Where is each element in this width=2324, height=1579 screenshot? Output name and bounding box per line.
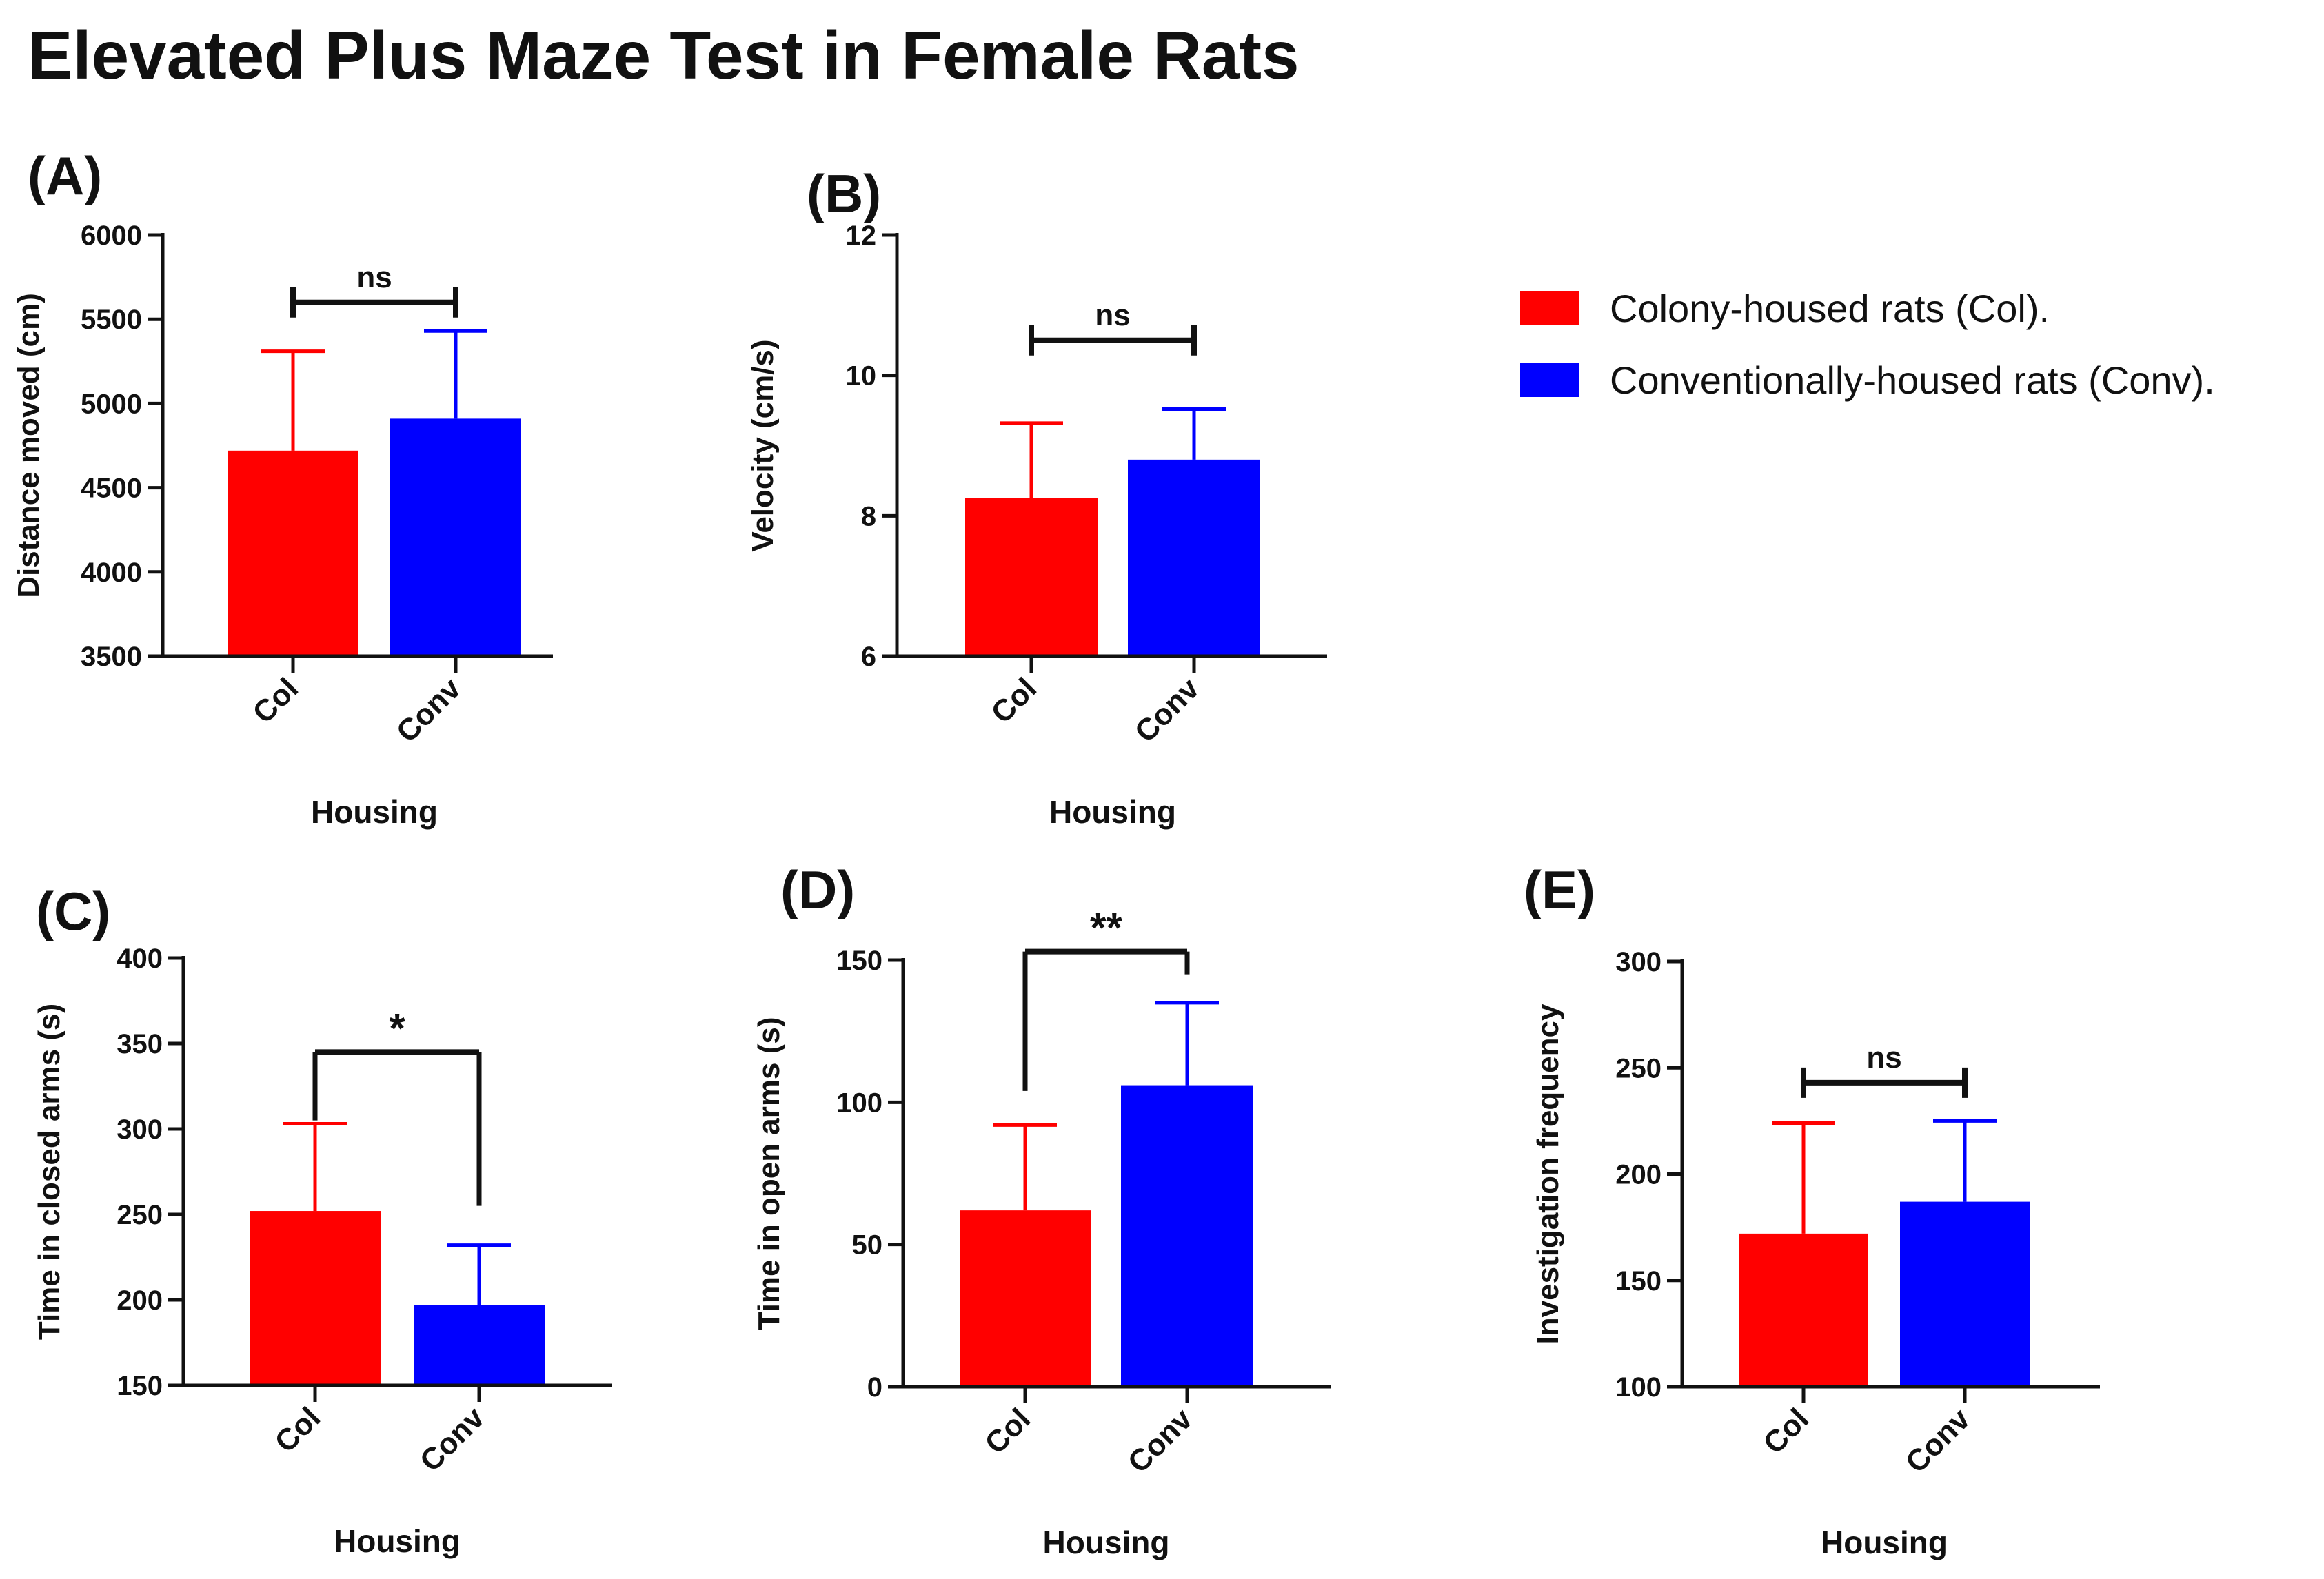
bar-col <box>250 1211 381 1385</box>
sig-label: ns <box>1866 1041 1901 1074</box>
chart-panel-4: (D) 0 50 100 150 Col Conv Housing Time in open a… <box>752 859 1331 1560</box>
y-tick-label: 300 <box>117 1114 163 1145</box>
sig-label: * <box>389 1005 405 1051</box>
bar-conv <box>1900 1201 2030 1387</box>
y-tick-label: 150 <box>1615 1266 1661 1296</box>
sig-label: ns <box>1095 298 1130 332</box>
x-axis-title: Housing <box>1043 1525 1170 1560</box>
x-tick-label-conv: Conv <box>414 1400 492 1478</box>
sig-label: ns <box>356 261 392 294</box>
y-tick-label: 50 <box>852 1230 883 1261</box>
y-tick-label: 250 <box>1615 1053 1661 1083</box>
y-tick-label: 10 <box>846 361 877 391</box>
legend-swatch-conv <box>1520 363 1579 397</box>
x-tick-label-col: Col <box>1757 1402 1815 1460</box>
panel-label: (C) <box>36 881 110 941</box>
x-tick-label-conv: Conv <box>1122 1402 1200 1480</box>
panel-label: (D) <box>780 859 855 920</box>
y-tick-label: 400 <box>117 944 163 974</box>
chart-panel-3: (C) 150 200 250 300 350 400 Col Conv Housing Time … <box>32 881 612 1559</box>
y-tick-label: 100 <box>1615 1372 1661 1403</box>
bar-conv <box>1128 459 1260 656</box>
y-tick-label: 8 <box>861 501 876 531</box>
legend-item-col: Colony-housed rats (Col). <box>1520 272 2215 344</box>
y-tick-label: 200 <box>1615 1160 1661 1190</box>
y-tick-label: 150 <box>836 946 882 976</box>
x-axis-title: Housing <box>311 794 438 830</box>
bar-col <box>960 1210 1091 1387</box>
legend-label-conv: Conventionally-housed rats (Conv). <box>1610 358 2215 402</box>
y-axis-title: Time in closed arms (s) <box>32 1004 66 1340</box>
x-tick-label-conv: Conv <box>390 671 468 749</box>
panel-label: (A) <box>28 145 102 206</box>
y-tick-label: 200 <box>117 1285 163 1316</box>
x-axis-title: Housing <box>334 1523 461 1559</box>
y-tick-label: 6 <box>861 642 876 672</box>
chart-panel-1: (A) 3500 4000 4500 5000 5500 6000 Col Conv Housin… <box>12 145 553 830</box>
chart-panel-5: (E) 100 150 200 250 300 Col Conv Housing Investig… <box>1524 859 2100 1560</box>
bar-col <box>1739 1233 1868 1387</box>
chart-panel-2: (B) 6 8 10 12 Col Conv Housing Velocity (cm/s) ns <box>746 163 1327 830</box>
x-axis-title: Housing <box>1821 1525 1948 1560</box>
y-tick-label: 5500 <box>81 305 142 335</box>
bar-col <box>965 498 1098 656</box>
x-tick-label-conv: Conv <box>1129 671 1206 749</box>
y-axis-title: Time in open arms (s) <box>752 1017 786 1330</box>
y-tick-label: 3500 <box>81 642 142 672</box>
y-axis-title: Investigation frequency <box>1531 1004 1565 1344</box>
sig-label: ** <box>1090 905 1122 951</box>
x-tick-label-col: Col <box>268 1400 327 1459</box>
bar-col <box>228 450 358 656</box>
x-tick-label-conv: Conv <box>1899 1402 1977 1480</box>
legend-label-col: Colony-housed rats (Col). <box>1610 286 2050 330</box>
x-tick-label-col: Col <box>246 671 305 730</box>
y-axis-title: Velocity (cm/s) <box>746 339 780 551</box>
panel-label: (E) <box>1524 859 1595 920</box>
legend-item-conv: Conventionally-housed rats (Conv). <box>1520 344 2215 416</box>
y-tick-label: 4500 <box>81 473 142 504</box>
legend: Colony-housed rats (Col). Conventionally… <box>1520 272 2215 416</box>
bar-conv <box>390 418 521 656</box>
y-tick-label: 300 <box>1615 947 1661 977</box>
y-tick-label: 250 <box>117 1200 163 1230</box>
y-axis-title: Distance moved (cm) <box>12 293 46 598</box>
panel-label: (B) <box>807 163 881 224</box>
y-tick-label: 350 <box>117 1029 163 1059</box>
y-tick-label: 5000 <box>81 389 142 419</box>
x-tick-label-col: Col <box>984 671 1043 730</box>
y-tick-label: 100 <box>836 1088 882 1118</box>
bar-conv <box>414 1305 545 1385</box>
x-tick-label-col: Col <box>978 1402 1037 1460</box>
y-tick-label: 0 <box>867 1372 882 1403</box>
y-tick-label: 4000 <box>81 558 142 588</box>
x-axis-title: Housing <box>1049 794 1176 830</box>
legend-swatch-col <box>1520 291 1579 325</box>
figure-title: Elevated Plus Maze Test in Female Rats <box>28 17 1300 93</box>
bar-conv <box>1121 1085 1253 1387</box>
y-tick-label: 12 <box>846 221 877 251</box>
y-tick-label: 6000 <box>81 221 142 251</box>
y-tick-label: 150 <box>117 1371 163 1401</box>
